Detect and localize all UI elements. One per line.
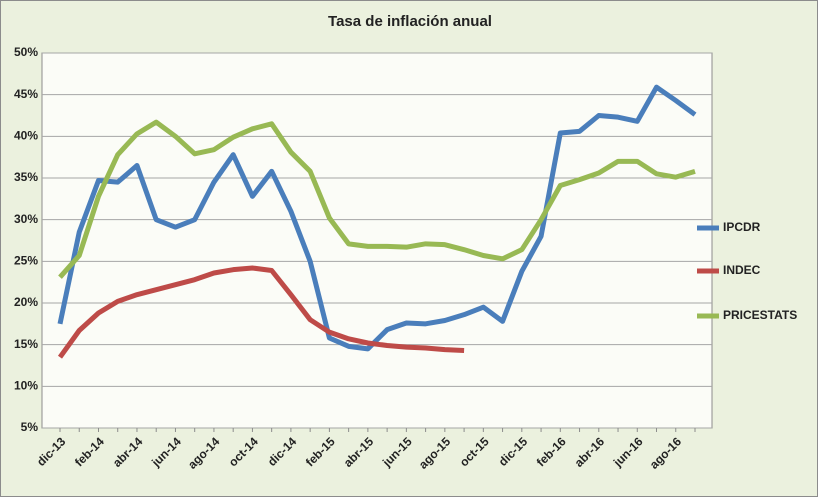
y-tick-label: 35% (14, 170, 38, 184)
y-tick-label: 5% (21, 420, 39, 434)
y-tick-label: 10% (14, 379, 38, 393)
series-line (57, 265, 465, 359)
legend-label: PRICESTATS (723, 308, 797, 322)
y-tick-label: 50% (14, 45, 38, 59)
y-tick-label: 30% (14, 212, 38, 226)
plot-area (41, 52, 713, 429)
y-tick-label: 40% (14, 129, 38, 143)
legend-label: INDEC (723, 263, 761, 277)
chart-title: Tasa de inflación anual (328, 13, 492, 30)
series-line (57, 84, 697, 352)
y-tick-label: 15% (14, 337, 38, 351)
series-line (58, 119, 696, 279)
y-tick-label: 25% (14, 254, 38, 268)
y-tick-label: 20% (14, 295, 38, 309)
legend-label: IPCDR (723, 220, 761, 234)
y-tick-label: 45% (14, 87, 38, 101)
